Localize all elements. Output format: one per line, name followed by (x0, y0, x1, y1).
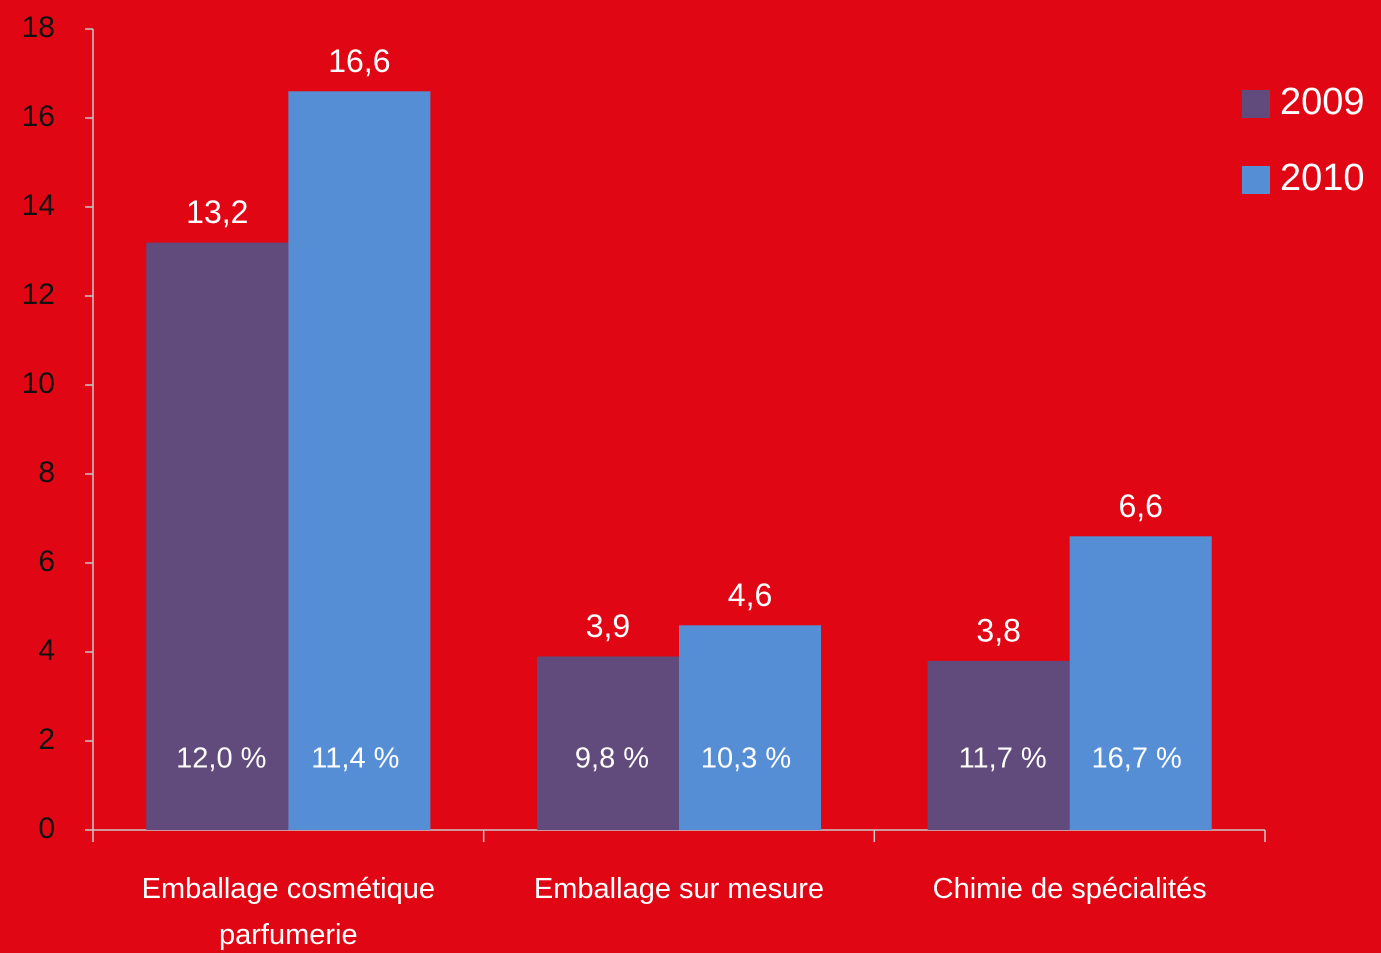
bar (146, 242, 289, 831)
y-tick-label: 12 (22, 278, 55, 311)
data-label: 3,8 (976, 612, 1020, 648)
data-label: 3,9 (586, 608, 630, 644)
inner-label: 9,8 % (575, 743, 649, 775)
data-label: 13,2 (186, 194, 248, 230)
x-tick-label: Chimie de spécialités (932, 873, 1207, 905)
y-tick-label: 8 (38, 456, 55, 489)
y-tick-label: 4 (38, 634, 55, 667)
bar (536, 656, 679, 830)
y-tick-label: 16 (22, 100, 55, 133)
bar (679, 625, 822, 830)
legend-swatch (1242, 90, 1270, 118)
legend-label: 2009 (1280, 81, 1365, 123)
y-tick-label: 14 (22, 189, 55, 222)
inner-label: 16,7 % (1092, 743, 1182, 775)
x-tick-label: Emballage sur mesure (533, 873, 825, 905)
legend-label: 2010 (1280, 157, 1365, 199)
inner-label: 10,3 % (701, 743, 791, 775)
y-tick-label: 0 (38, 812, 55, 845)
y-tick-label: 18 (22, 11, 55, 44)
data-label: 6,6 (1118, 488, 1162, 524)
data-label: 4,6 (728, 577, 772, 613)
bar (1069, 536, 1212, 830)
data-label: 16,6 (328, 43, 390, 79)
inner-label: 11,7 % (959, 743, 1047, 775)
y-tick-label: 6 (38, 545, 55, 578)
inner-label: 11,4 % (311, 743, 399, 775)
x-tick-label: Emballage cosmétique parfumerie (141, 873, 436, 951)
legend-swatch (1242, 166, 1270, 194)
inner-label: 12,0 % (176, 743, 266, 775)
bar (927, 660, 1070, 830)
y-tick-label: 10 (22, 367, 55, 400)
bar (288, 91, 431, 831)
y-tick-label: 2 (38, 723, 55, 756)
